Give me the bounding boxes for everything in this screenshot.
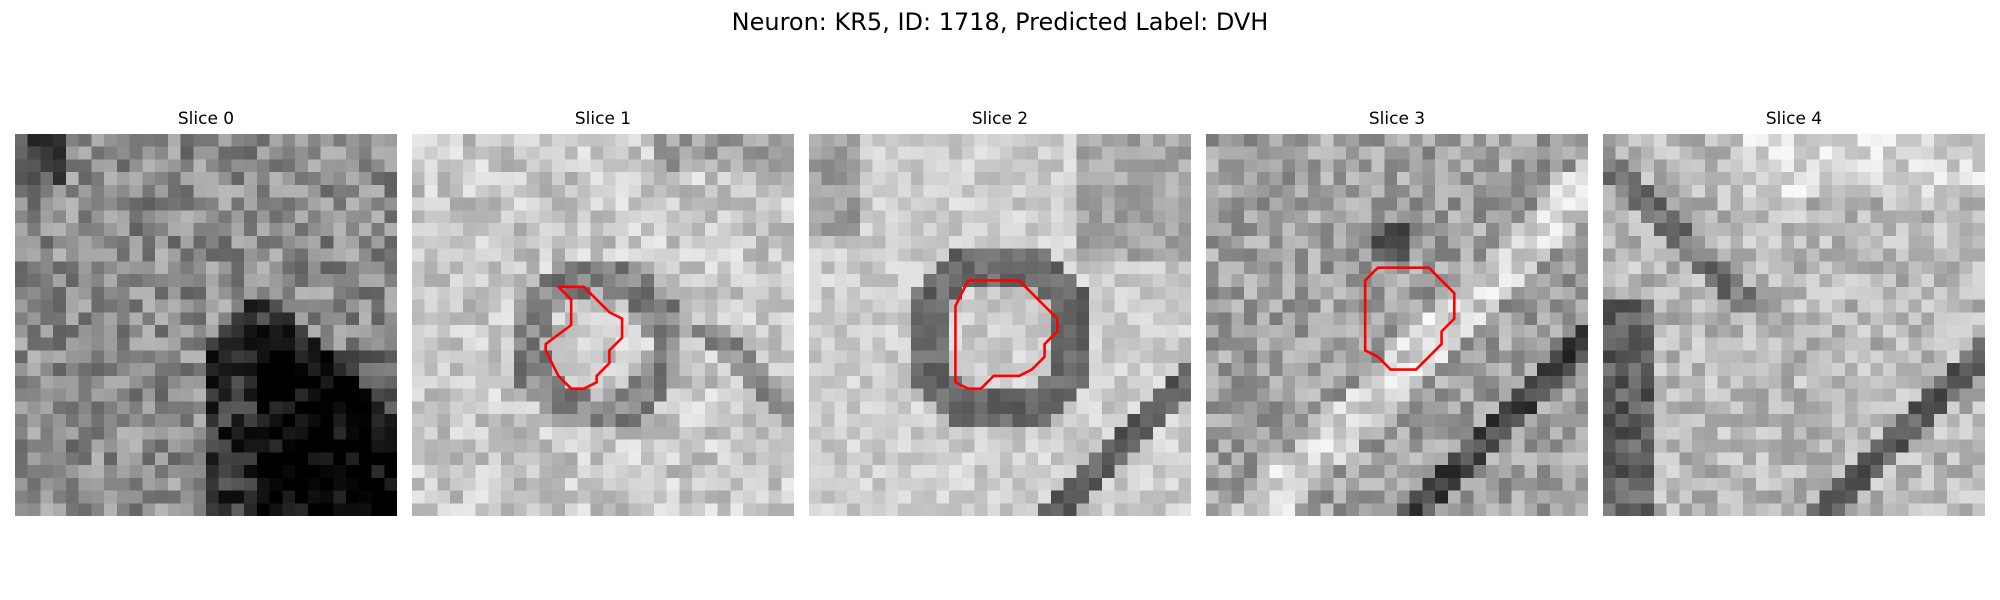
roi-contour-2 — [955, 280, 1057, 388]
figure-title: Neuron: KR5, ID: 1718, Predicted Label: … — [731, 8, 1269, 36]
slice-image-3 — [1206, 134, 1588, 516]
slice-image-1 — [412, 134, 794, 516]
roi-contour-1 — [546, 287, 622, 389]
roi-overlay-1 — [412, 134, 794, 516]
slice-panel-1: Slice 1 — [412, 108, 794, 516]
slice-panel-4: Slice 4 — [1603, 108, 1985, 516]
slice-panel-3: Slice 3 — [1206, 108, 1588, 516]
slice-panel-0: Slice 0 — [15, 108, 397, 516]
slice-title-1: Slice 1 — [574, 109, 632, 129]
slice-title-3: Slice 3 — [1368, 109, 1426, 129]
slice-title-0: Slice 0 — [177, 109, 235, 129]
slice-image-2 — [809, 134, 1191, 516]
roi-overlay-0 — [15, 134, 397, 516]
slice-image-4 — [1603, 134, 1985, 516]
roi-overlay-4 — [1603, 134, 1985, 516]
slice-title-2: Slice 2 — [971, 109, 1029, 129]
roi-contour-3 — [1365, 268, 1454, 370]
slice-pixels-4 — [1603, 134, 1985, 516]
roi-overlay-2 — [809, 134, 1191, 516]
slice-pixels-3 — [1206, 134, 1588, 516]
slice-pixels-1 — [412, 134, 794, 516]
slice-pixels-0 — [15, 134, 397, 516]
slice-title-4: Slice 4 — [1765, 109, 1823, 129]
slice-panel-2: Slice 2 — [809, 108, 1191, 516]
roi-overlay-3 — [1206, 134, 1588, 516]
slice-image-0 — [15, 134, 397, 516]
slice-pixels-2 — [809, 134, 1191, 516]
